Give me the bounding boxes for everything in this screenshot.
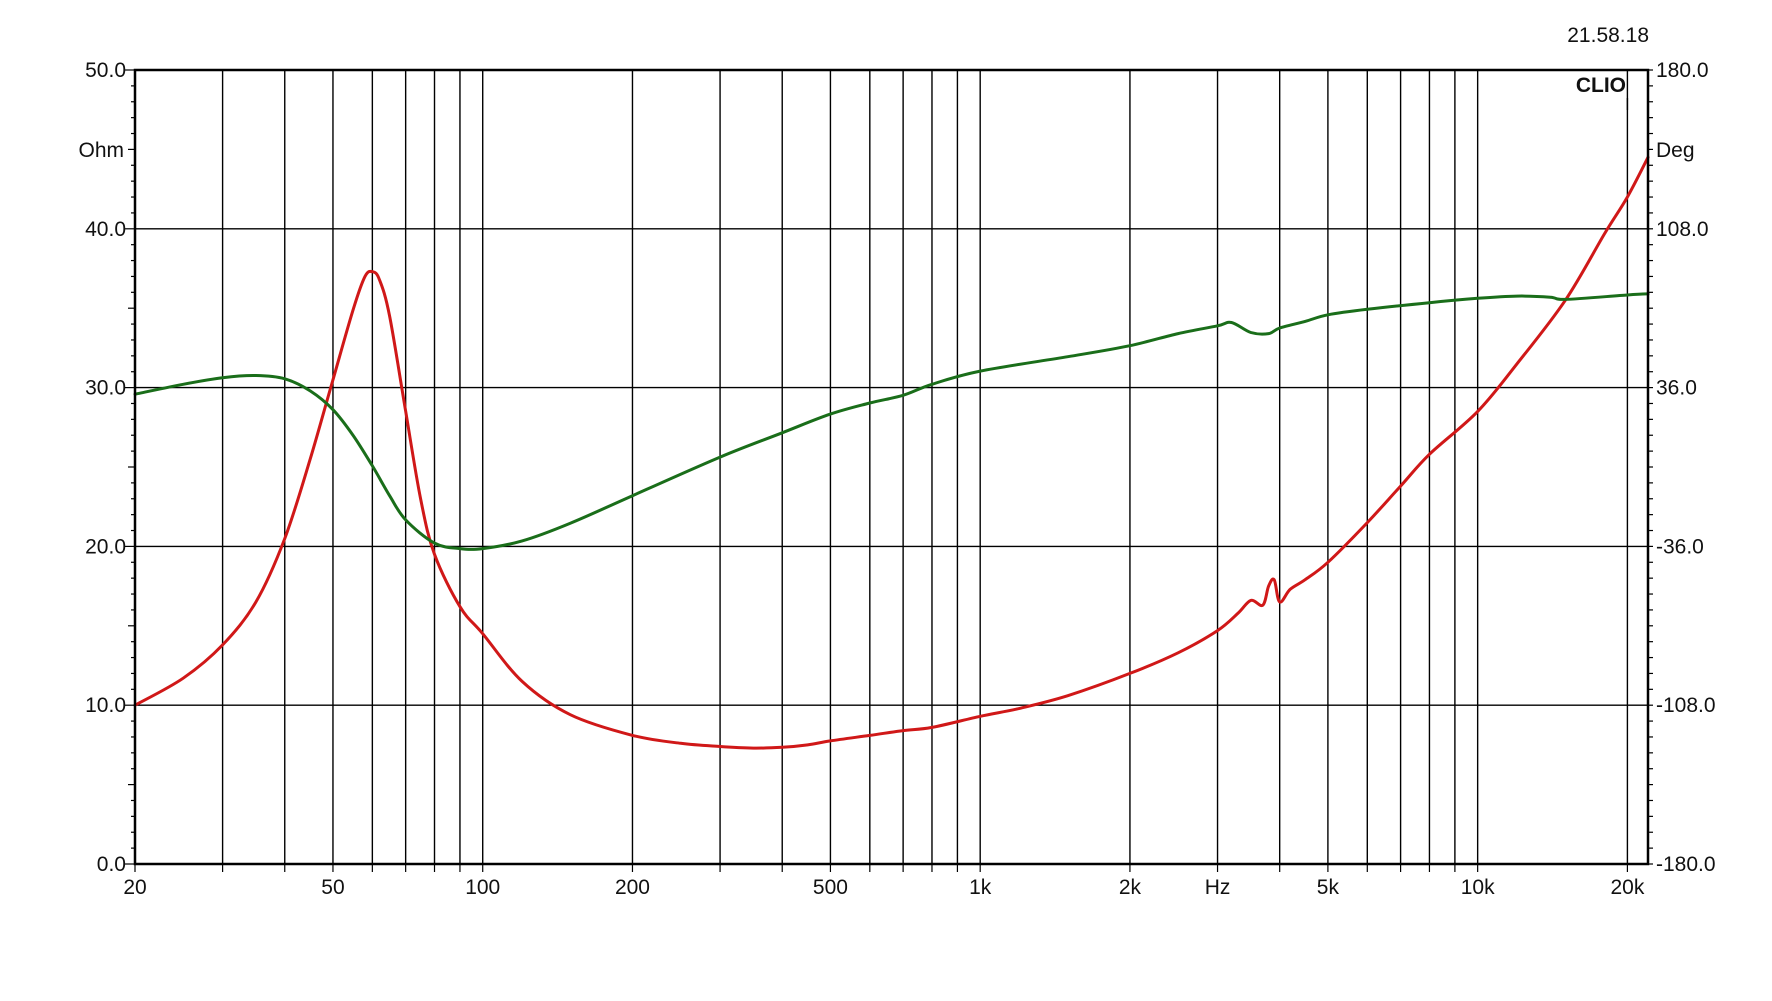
y-left-axis-unit: Ohm xyxy=(78,139,124,162)
y-right-tick-label: -36.0 xyxy=(1656,535,1704,558)
y-right-tick-label: 36.0 xyxy=(1656,377,1697,400)
x-tick-label: 100 xyxy=(465,876,500,899)
x-tick-label: 20 xyxy=(123,876,146,899)
phase-curve xyxy=(133,292,1650,551)
plot-frame xyxy=(133,68,1650,866)
y-right-tick-label: -108.0 xyxy=(1656,694,1716,717)
y-left-tick-label: 50.0 xyxy=(85,59,126,82)
impedance-curve xyxy=(133,155,1650,750)
x-tick-label: 200 xyxy=(615,876,650,899)
x-tick-label: 20k xyxy=(1610,876,1644,899)
x-tick-label: 2k xyxy=(1119,876,1142,899)
series-layer xyxy=(133,155,1650,750)
y-right-tick-label: -180.0 xyxy=(1656,853,1716,876)
x-axis-unit: Hz xyxy=(1205,876,1231,899)
x-tick-label: 500 xyxy=(813,876,848,899)
y-left-tick-label: 30.0 xyxy=(85,377,126,400)
x-tick-label: 5k xyxy=(1317,876,1340,899)
axes-labels: 0.0 10.0 20.0 30.0 40.0 50.0 -180.0 -108.0 -36.0… xyxy=(85,59,1715,899)
x-tick-label: 10k xyxy=(1461,876,1495,899)
y-right-tick-label: 180.0 xyxy=(1656,59,1709,82)
y-left-tick-label: 10.0 xyxy=(85,694,126,717)
y-right-axis-unit: Deg xyxy=(1656,139,1695,162)
grid xyxy=(134,69,1648,865)
y-left-tick-label: 0.0 xyxy=(97,853,126,876)
y-right-tick-label: 108.0 xyxy=(1656,218,1709,241)
x-tick-label: 50 xyxy=(321,876,344,899)
y-left-tick-label: 40.0 xyxy=(85,218,126,241)
clio-brand-label: CLIO xyxy=(1576,74,1626,97)
x-tick-label: 1k xyxy=(969,876,992,899)
y-left-tick-label: 20.0 xyxy=(85,535,126,558)
timestamp: 21.58.18 xyxy=(1567,24,1649,47)
